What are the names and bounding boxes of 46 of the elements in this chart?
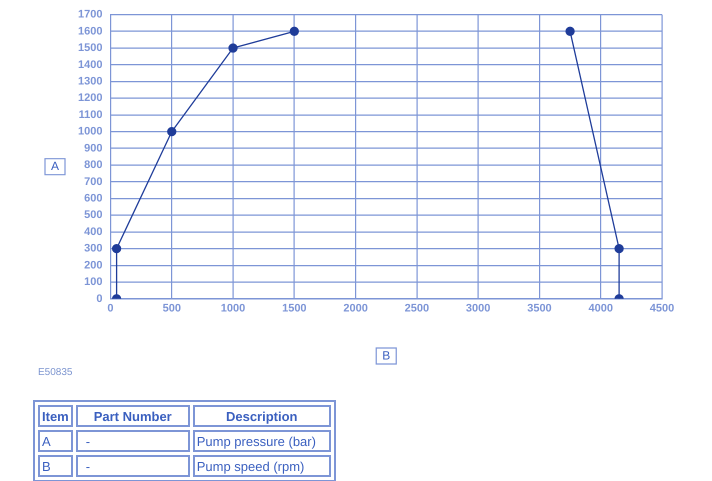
y-tick-label: 1300: [78, 76, 102, 88]
x-tick-label: 500: [162, 302, 181, 314]
y-tick-label: 1600: [78, 25, 102, 38]
point: [112, 244, 122, 254]
text: Part Number: [76, 405, 190, 427]
y-tick-label: 200: [84, 259, 102, 272]
y-tick-label: 600: [84, 192, 102, 205]
x-tick-label: 2000: [343, 302, 368, 314]
text: B: [38, 455, 73, 477]
x-tick-label: 4500: [650, 302, 674, 314]
x-tick-label: 3500: [527, 302, 552, 314]
x-tick-label: 0: [107, 302, 114, 314]
y-tick-label: 500: [84, 209, 102, 222]
x-tick-label: 1500: [282, 302, 307, 314]
x-axis-title: B: [382, 348, 390, 362]
text: Description: [192, 405, 331, 427]
text: Pump pressure (bar): [192, 430, 331, 452]
x-tick-label: 4000: [588, 302, 613, 314]
y-tick-label: 700: [84, 176, 102, 188]
y-tick-label: 300: [84, 242, 102, 255]
y-tick-label: 800: [84, 159, 102, 172]
x-tick-label: 1000: [220, 302, 246, 314]
point: [614, 244, 624, 254]
x-tick-label: 2500: [404, 302, 430, 314]
y-tick-label: 0: [96, 292, 102, 305]
y-tick-label: 1200: [78, 92, 102, 104]
y-tick-label: 1400: [78, 58, 102, 71]
text: Pump speed (rpm): [192, 455, 331, 477]
x-tick-label: 3000: [466, 302, 490, 314]
y-tick-label: 1700: [78, 8, 102, 21]
y-tick-label: 1000: [78, 126, 102, 138]
point: [565, 26, 575, 36]
y-axis-title: A: [50, 159, 60, 174]
y-tick-label: 400: [84, 226, 102, 238]
point: [228, 43, 238, 53]
point: [290, 26, 299, 36]
y-tick-label: 100: [84, 276, 102, 288]
point: [167, 126, 176, 136]
text: -: [76, 455, 190, 477]
text: -: [76, 430, 190, 452]
y-tick-label: 1100: [78, 108, 102, 121]
text: A: [38, 430, 73, 452]
text: E50835: [38, 367, 72, 378]
y-tick-label: 900: [84, 142, 102, 154]
y-tick-label: 1500: [78, 42, 102, 54]
text: Item: [38, 405, 73, 427]
